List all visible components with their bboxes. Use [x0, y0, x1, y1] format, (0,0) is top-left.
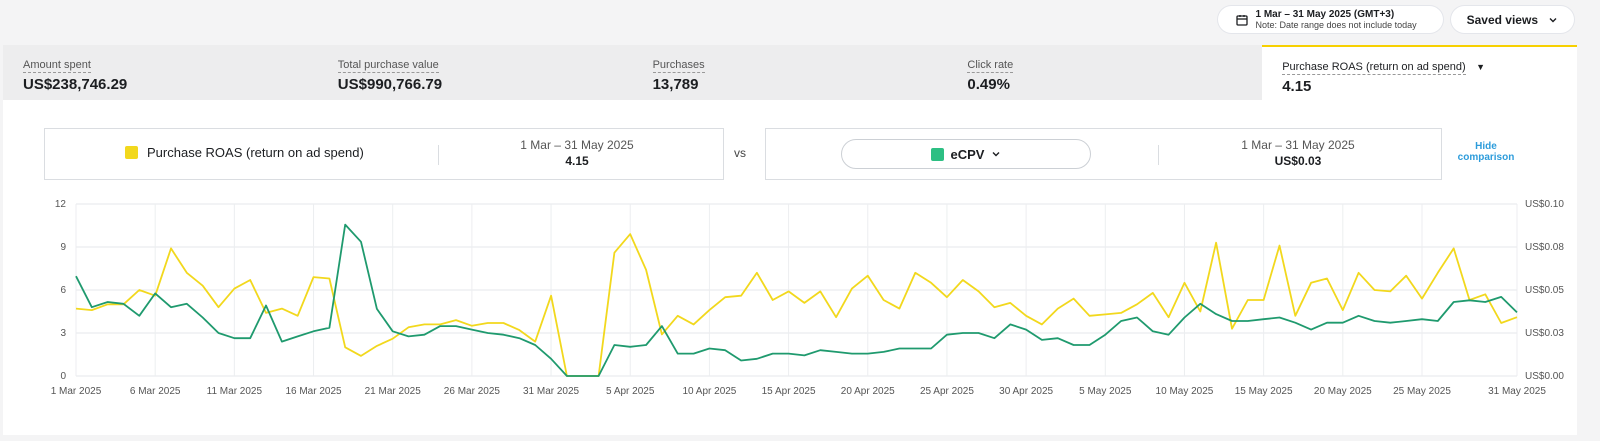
y-right-tick-label: US$0.05	[1525, 285, 1564, 296]
right-range: 1 Mar – 31 May 2025 US$0.03	[1178, 138, 1418, 168]
chevron-down-icon	[1549, 17, 1557, 22]
saved-views-label: Saved views	[1466, 12, 1538, 27]
x-tick-label: 31 May 2025	[1488, 386, 1546, 397]
x-tick-label: 15 May 2025	[1235, 386, 1293, 397]
y-left-tick-label: 12	[55, 199, 67, 210]
metric-amount-spent[interactable]: Amount spent US$238,746.29	[3, 45, 318, 100]
y-left-tick-label: 9	[60, 242, 66, 253]
divider	[438, 145, 439, 165]
hide-comparison-link[interactable]: Hide comparison	[1450, 141, 1522, 163]
comparison-left-box: Purchase ROAS (return on ad spend) 1 Mar…	[44, 128, 724, 180]
y-right-tick-label: US$0.08	[1525, 242, 1564, 253]
metric-value: 4.15	[1282, 78, 1312, 95]
left-range-label: 1 Mar – 31 May 2025	[520, 138, 634, 152]
metrics-row: Amount spent US$238,746.29 Total purchas…	[3, 45, 1577, 101]
metric-label: Amount spent	[23, 59, 91, 73]
hide-comparison-line2: comparison	[1457, 152, 1515, 163]
x-tick-label: 10 May 2025	[1156, 386, 1214, 397]
metric-value: US$238,746.29	[23, 76, 128, 93]
vs-label: vs	[734, 146, 746, 160]
x-tick-label: 26 Mar 2025	[444, 386, 501, 397]
left-range: 1 Mar – 31 May 2025 4.15	[457, 138, 697, 168]
x-tick-label: 20 May 2025	[1314, 386, 1372, 397]
y-right-tick-label: US$0.00	[1525, 371, 1564, 382]
x-tick-label: 21 Mar 2025	[365, 386, 422, 397]
x-tick-label: 5 May 2025	[1079, 386, 1132, 397]
right-range-label: 1 Mar – 31 May 2025	[1241, 138, 1355, 152]
chevron-down-icon	[992, 152, 1000, 157]
metric-purchases[interactable]: Purchases 13,789	[633, 45, 948, 100]
saved-views-button[interactable]: Saved views	[1450, 6, 1574, 33]
x-tick-label: 5 Apr 2025	[606, 386, 655, 397]
series-line-ecpv	[75, 223, 1518, 377]
y-left-tick-label: 6	[60, 285, 66, 296]
ecpv-label: eCPV	[950, 146, 985, 162]
x-tick-label: 6 Mar 2025	[130, 386, 181, 397]
ecpv-swatch	[930, 147, 944, 161]
x-tick-label: 11 Mar 2025	[207, 386, 263, 397]
y-right-tick-label: US$0.03	[1525, 328, 1564, 339]
y-right-tick-label: US$0.10	[1525, 199, 1564, 210]
roas-swatch	[125, 146, 138, 159]
x-tick-label: 16 Mar 2025	[285, 386, 342, 397]
caret-down-icon[interactable]: ▼	[1476, 62, 1485, 72]
date-range-button[interactable]: 1 Mar – 31 May 2025 (GMT+3) Note: Date r…	[1217, 6, 1443, 33]
ecpv-metric-selector[interactable]: eCPV	[841, 139, 1091, 169]
right-range-value: US$0.03	[1274, 154, 1322, 168]
metric-click-rate[interactable]: Click rate 0.49%	[947, 45, 1262, 100]
metric-label: Purchase ROAS (return on ad spend)	[1282, 61, 1466, 75]
x-tick-label: 25 Apr 2025	[920, 386, 974, 397]
x-tick-label: 15 Apr 2025	[762, 386, 816, 397]
left-range-value: 4.15	[565, 154, 589, 168]
legend-roas-label: Purchase ROAS (return on ad spend)	[147, 145, 364, 160]
top-bar: 1 Mar – 31 May 2025 (GMT+3) Note: Date r…	[1217, 6, 1574, 33]
chart-panel: Purchase ROAS (return on ad spend) 1 Mar…	[3, 100, 1577, 435]
metric-label: Click rate	[967, 59, 1014, 73]
metric-total-purchase-value[interactable]: Total purchase value US$990,766.79	[318, 45, 633, 100]
date-range-note: Note: Date range does not include today	[1255, 19, 1417, 30]
metric-label: Purchases	[652, 59, 705, 73]
metric-value: 0.49%	[967, 76, 1010, 93]
metric-value: US$990,766.79	[337, 76, 443, 93]
x-tick-label: 1 Mar 2025	[51, 386, 102, 397]
legend-roas: Purchase ROAS (return on ad spend)	[125, 145, 364, 160]
x-tick-label: 20 Apr 2025	[841, 386, 895, 397]
x-tick-label: 10 Apr 2025	[682, 386, 736, 397]
x-tick-label: 25 May 2025	[1393, 386, 1451, 397]
metric-value: 13,789	[652, 76, 699, 93]
y-left-tick-label: 0	[60, 371, 66, 382]
series-line-roas	[75, 233, 1518, 377]
comparison-right-box: eCPV 1 Mar – 31 May 2025 US$0.03	[765, 128, 1442, 180]
calendar-icon	[1235, 14, 1248, 26]
hide-comparison-line1: Hide	[1475, 141, 1497, 152]
x-tick-label: 30 Apr 2025	[999, 386, 1053, 397]
metric-label: Total purchase value	[337, 59, 439, 73]
metric-purchase-roas[interactable]: Purchase ROAS (return on ad spend) ▼ 4.1…	[1262, 45, 1577, 101]
divider	[1158, 145, 1159, 165]
x-tick-label: 31 Mar 2025	[523, 386, 580, 397]
line-chart: 0 US$0.00 3 US$0.03 6 US$0.05 9 US$0.08 12 US$0.1…	[51, 199, 1565, 397]
y-left-tick-label: 3	[60, 328, 66, 339]
date-range-label: 1 Mar – 31 May 2025 (GMT+3)	[1255, 8, 1395, 20]
